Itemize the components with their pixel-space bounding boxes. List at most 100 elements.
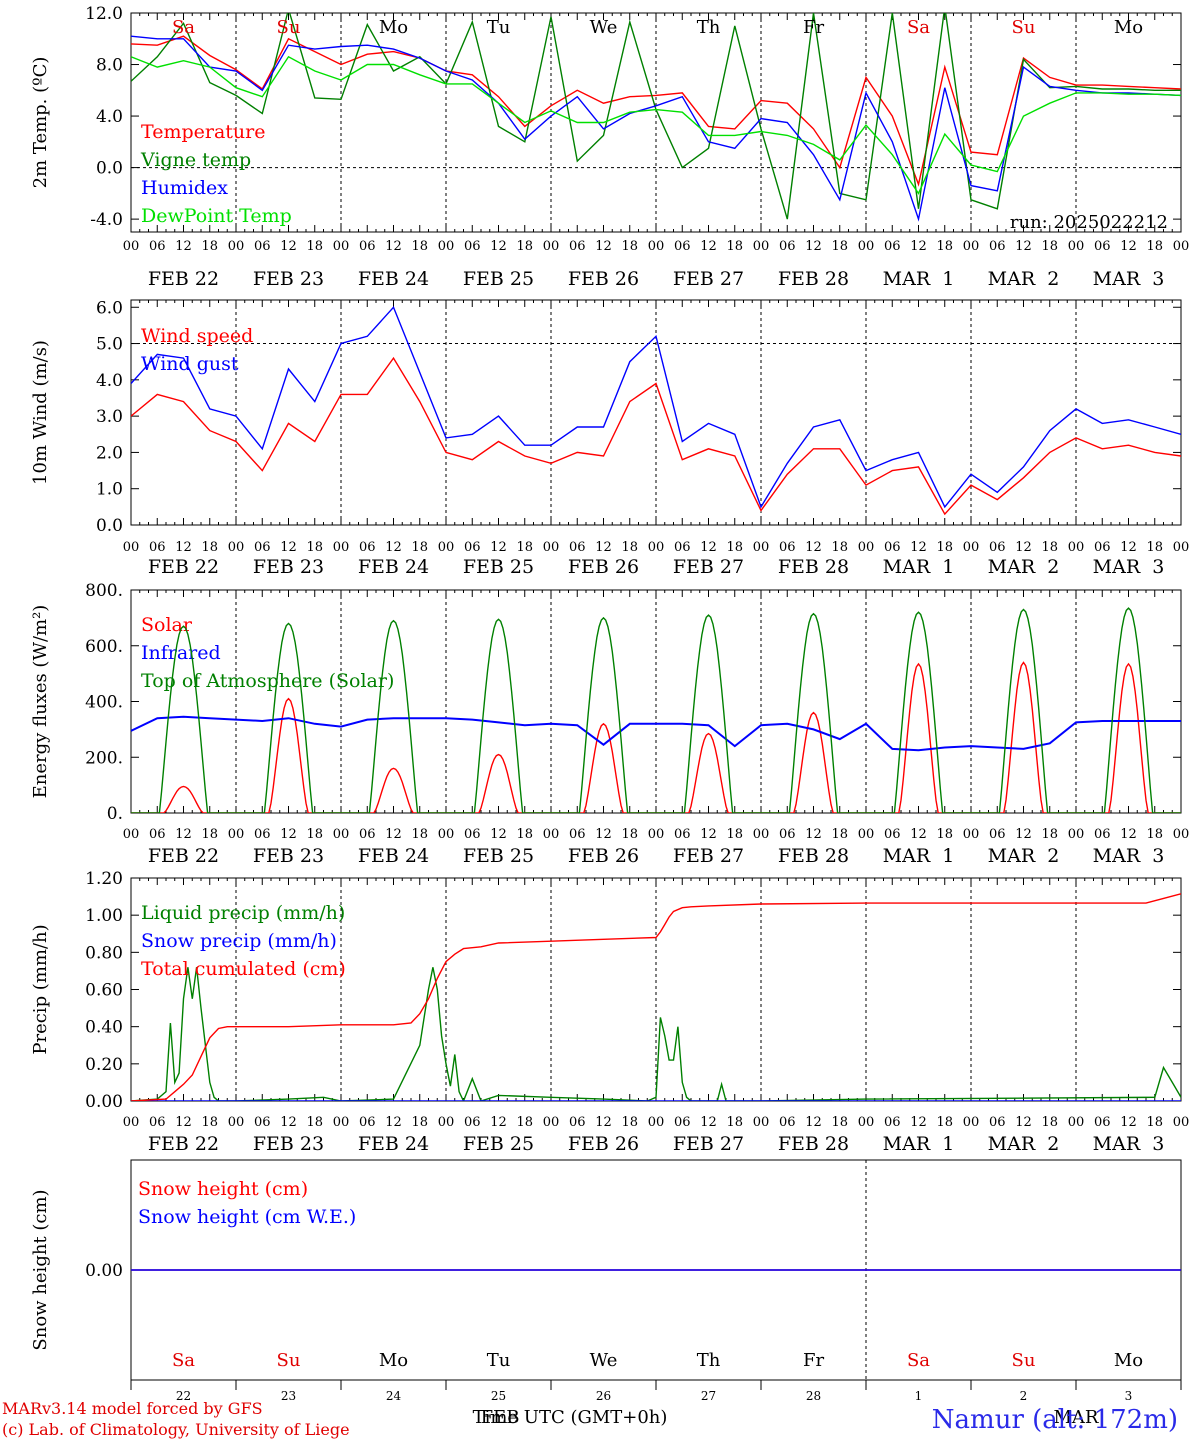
hour-tick-label: 00 bbox=[1173, 540, 1190, 555]
hour-tick-label: 18 bbox=[1146, 540, 1163, 555]
y-tick-label: 200. bbox=[85, 748, 123, 768]
x-axis-month-label: FEB bbox=[481, 1407, 520, 1428]
hour-tick-label: 12 bbox=[910, 827, 927, 842]
hour-tick-label: 18 bbox=[306, 540, 323, 555]
hour-tick-label: 06 bbox=[359, 540, 376, 555]
hour-tick-label: 06 bbox=[149, 1115, 166, 1130]
date-label: FEB 23 bbox=[253, 845, 324, 867]
day-number-label: 1 bbox=[915, 1389, 923, 1403]
y-axis-title: Snow height (cm) bbox=[30, 1189, 51, 1350]
hour-tick-label: 12 bbox=[1015, 827, 1032, 842]
legend-entry: Liquid precip (mm/h) bbox=[141, 902, 345, 924]
y-tick-label: 6.0 bbox=[96, 298, 123, 318]
y-tick-label: 0.00 bbox=[85, 1092, 123, 1112]
series-line-1-0 bbox=[131, 356, 1181, 516]
hour-tick-label: 12 bbox=[490, 827, 507, 842]
hour-tick-label: 06 bbox=[884, 1115, 901, 1130]
hour-tick-label: 18 bbox=[1041, 827, 1058, 842]
weekday-label: Sa bbox=[907, 1350, 930, 1371]
y-tick-label: 0.60 bbox=[85, 981, 123, 1001]
hour-tick-label: 18 bbox=[831, 1115, 848, 1130]
hour-tick-label: 18 bbox=[516, 1115, 533, 1130]
weekday-label: Th bbox=[697, 1350, 721, 1371]
hour-tick-label: 12 bbox=[700, 540, 717, 555]
date-label: FEB 27 bbox=[673, 1133, 744, 1155]
hour-tick-label: 00 bbox=[543, 239, 560, 254]
date-label: FEB 22 bbox=[148, 556, 219, 578]
series-line-2-1 bbox=[131, 715, 1181, 752]
hour-tick-label: 00 bbox=[438, 1115, 455, 1130]
y-tick-label: 5.0 bbox=[96, 335, 123, 355]
hour-tick-label: 00 bbox=[333, 540, 350, 555]
date-label: FEB 23 bbox=[253, 268, 324, 290]
series-line-0-2 bbox=[131, 35, 1181, 222]
weekday-label: Su bbox=[1012, 1350, 1036, 1371]
hour-tick-label: 18 bbox=[516, 239, 533, 254]
weekday-label: Mo bbox=[379, 17, 408, 38]
hour-tick-label: 00 bbox=[228, 1115, 245, 1130]
hour-tick-label: 18 bbox=[306, 239, 323, 254]
hour-tick-label: 06 bbox=[359, 1115, 376, 1130]
hour-tick-label: 12 bbox=[280, 239, 297, 254]
hour-tick-label: 18 bbox=[621, 239, 638, 254]
hour-tick-label: 06 bbox=[1094, 1115, 1111, 1130]
hour-tick-label: 12 bbox=[910, 239, 927, 254]
panel-3: 800. 600. 400. 200. 0. Energy fluxes (W/m²) 00… bbox=[30, 581, 1189, 867]
hour-tick-label: 18 bbox=[1146, 239, 1163, 254]
hour-tick-label: 12 bbox=[490, 1115, 507, 1130]
hour-tick-label: 12 bbox=[1120, 239, 1137, 254]
weekday-label: Sa bbox=[172, 1350, 195, 1371]
hour-tick-label: 18 bbox=[726, 827, 743, 842]
hour-tick-label: 12 bbox=[490, 239, 507, 254]
weekday-label: Mo bbox=[1114, 17, 1143, 38]
y-tick-label: 1.20 bbox=[85, 869, 123, 889]
date-label: FEB 28 bbox=[778, 1133, 849, 1155]
hour-tick-label: 00 bbox=[648, 1115, 665, 1130]
weekday-label: We bbox=[590, 1350, 618, 1371]
date-label: MAR 3 bbox=[1093, 845, 1165, 867]
panel-1: 12.0 8.0 4.0 0.0 -4.0 2m Temp. (ºC) 00 06 12 18 FE… bbox=[30, 4, 1189, 290]
hour-tick-label: 00 bbox=[753, 1115, 770, 1130]
weekday-label: Tu bbox=[487, 1350, 511, 1371]
hour-tick-label: 06 bbox=[149, 827, 166, 842]
legend-entry: DewPoint Temp bbox=[141, 205, 292, 227]
run-annotation: run: 2025022212 bbox=[1010, 212, 1168, 233]
date-label: FEB 24 bbox=[358, 845, 429, 867]
hour-tick-label: 06 bbox=[1094, 239, 1111, 254]
series-line-2-2 bbox=[131, 607, 1181, 813]
hour-tick-label: 18 bbox=[1146, 1115, 1163, 1130]
weekday-label: We bbox=[590, 17, 618, 38]
hour-tick-label: 18 bbox=[1146, 827, 1163, 842]
hour-tick-label: 06 bbox=[149, 239, 166, 254]
date-label: MAR 2 bbox=[988, 556, 1060, 578]
hour-tick-label: 12 bbox=[1120, 540, 1137, 555]
hour-tick-label: 00 bbox=[1068, 239, 1085, 254]
y-tick-label: 0.0 bbox=[96, 159, 123, 179]
x-axis-month-label: MAR bbox=[1054, 1407, 1099, 1428]
hour-tick-label: 06 bbox=[254, 239, 271, 254]
hour-tick-label: 12 bbox=[595, 827, 612, 842]
legend-entry: Wind gust bbox=[141, 353, 239, 375]
day-number-label: 22 bbox=[176, 1389, 191, 1403]
hour-tick-label: 06 bbox=[464, 540, 481, 555]
hour-tick-label: 12 bbox=[805, 1115, 822, 1130]
date-label: FEB 26 bbox=[568, 556, 639, 578]
hour-tick-label: 18 bbox=[726, 1115, 743, 1130]
hour-tick-label: 06 bbox=[254, 1115, 271, 1130]
hour-tick-label: 12 bbox=[595, 239, 612, 254]
legend-entry: Wind speed bbox=[141, 325, 253, 347]
y-tick-label: 3.0 bbox=[96, 407, 123, 427]
hour-tick-label: 00 bbox=[123, 1115, 140, 1130]
weekday-label: Su bbox=[277, 17, 301, 38]
hour-tick-label: 00 bbox=[438, 827, 455, 842]
hour-tick-label: 06 bbox=[884, 239, 901, 254]
hour-tick-label: 06 bbox=[989, 1115, 1006, 1130]
hour-tick-label: 06 bbox=[1094, 540, 1111, 555]
hour-tick-label: 18 bbox=[831, 540, 848, 555]
plot-frame bbox=[130, 299, 1182, 526]
weekday-label: Su bbox=[277, 1350, 301, 1371]
hour-tick-label: 12 bbox=[385, 540, 402, 555]
y-tick-label: 0. bbox=[107, 804, 123, 824]
hour-tick-label: 12 bbox=[700, 1115, 717, 1130]
